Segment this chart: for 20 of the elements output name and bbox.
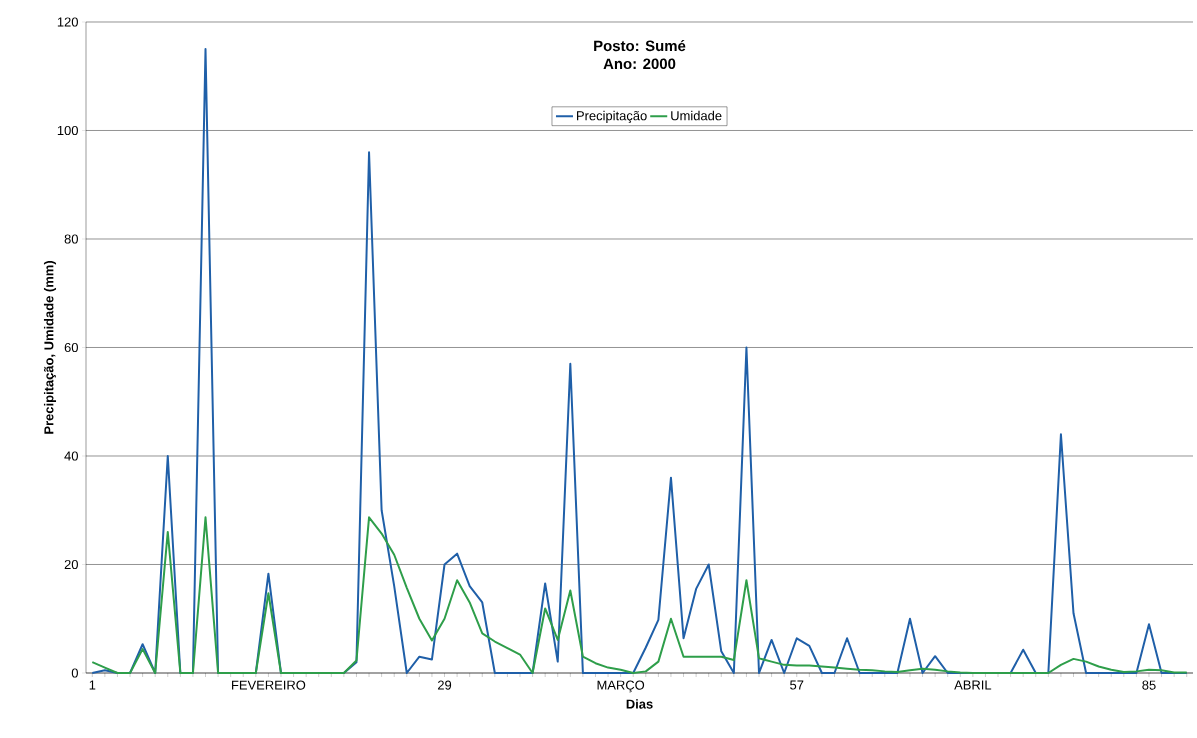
text: Ano: 2000 — [603, 58, 676, 70]
y-tick-label: 100 — [57, 125, 78, 136]
x-tick-label: MARÇO — [597, 680, 645, 693]
y-axis-title: Precipitação, Umidade (mm) — [43, 261, 57, 434]
y-tick-label: 80 — [64, 234, 78, 244]
x-tick-label: 1 — [89, 680, 96, 690]
legend-label: Umidade — [671, 110, 722, 121]
x-tick-label: FEVEREIRO — [232, 680, 306, 690]
y-tick-label: 20 — [64, 559, 78, 570]
x-tick-label: 29 — [437, 680, 452, 690]
x-tick-label: 85 — [1142, 680, 1156, 690]
text: Posto: Sumé — [594, 40, 686, 52]
legend-label: Precipitação — [577, 110, 647, 123]
y-tick-label: 0 — [71, 668, 78, 678]
x-tick-label: ABRIL — [954, 680, 992, 690]
x-tick-label: 57 — [790, 680, 804, 690]
x-axis-title: Dias — [626, 699, 653, 709]
y-tick-label: 40 — [64, 451, 78, 461]
y-tick-label: 120 — [57, 17, 78, 27]
y-tick-label: 60 — [64, 342, 78, 353]
